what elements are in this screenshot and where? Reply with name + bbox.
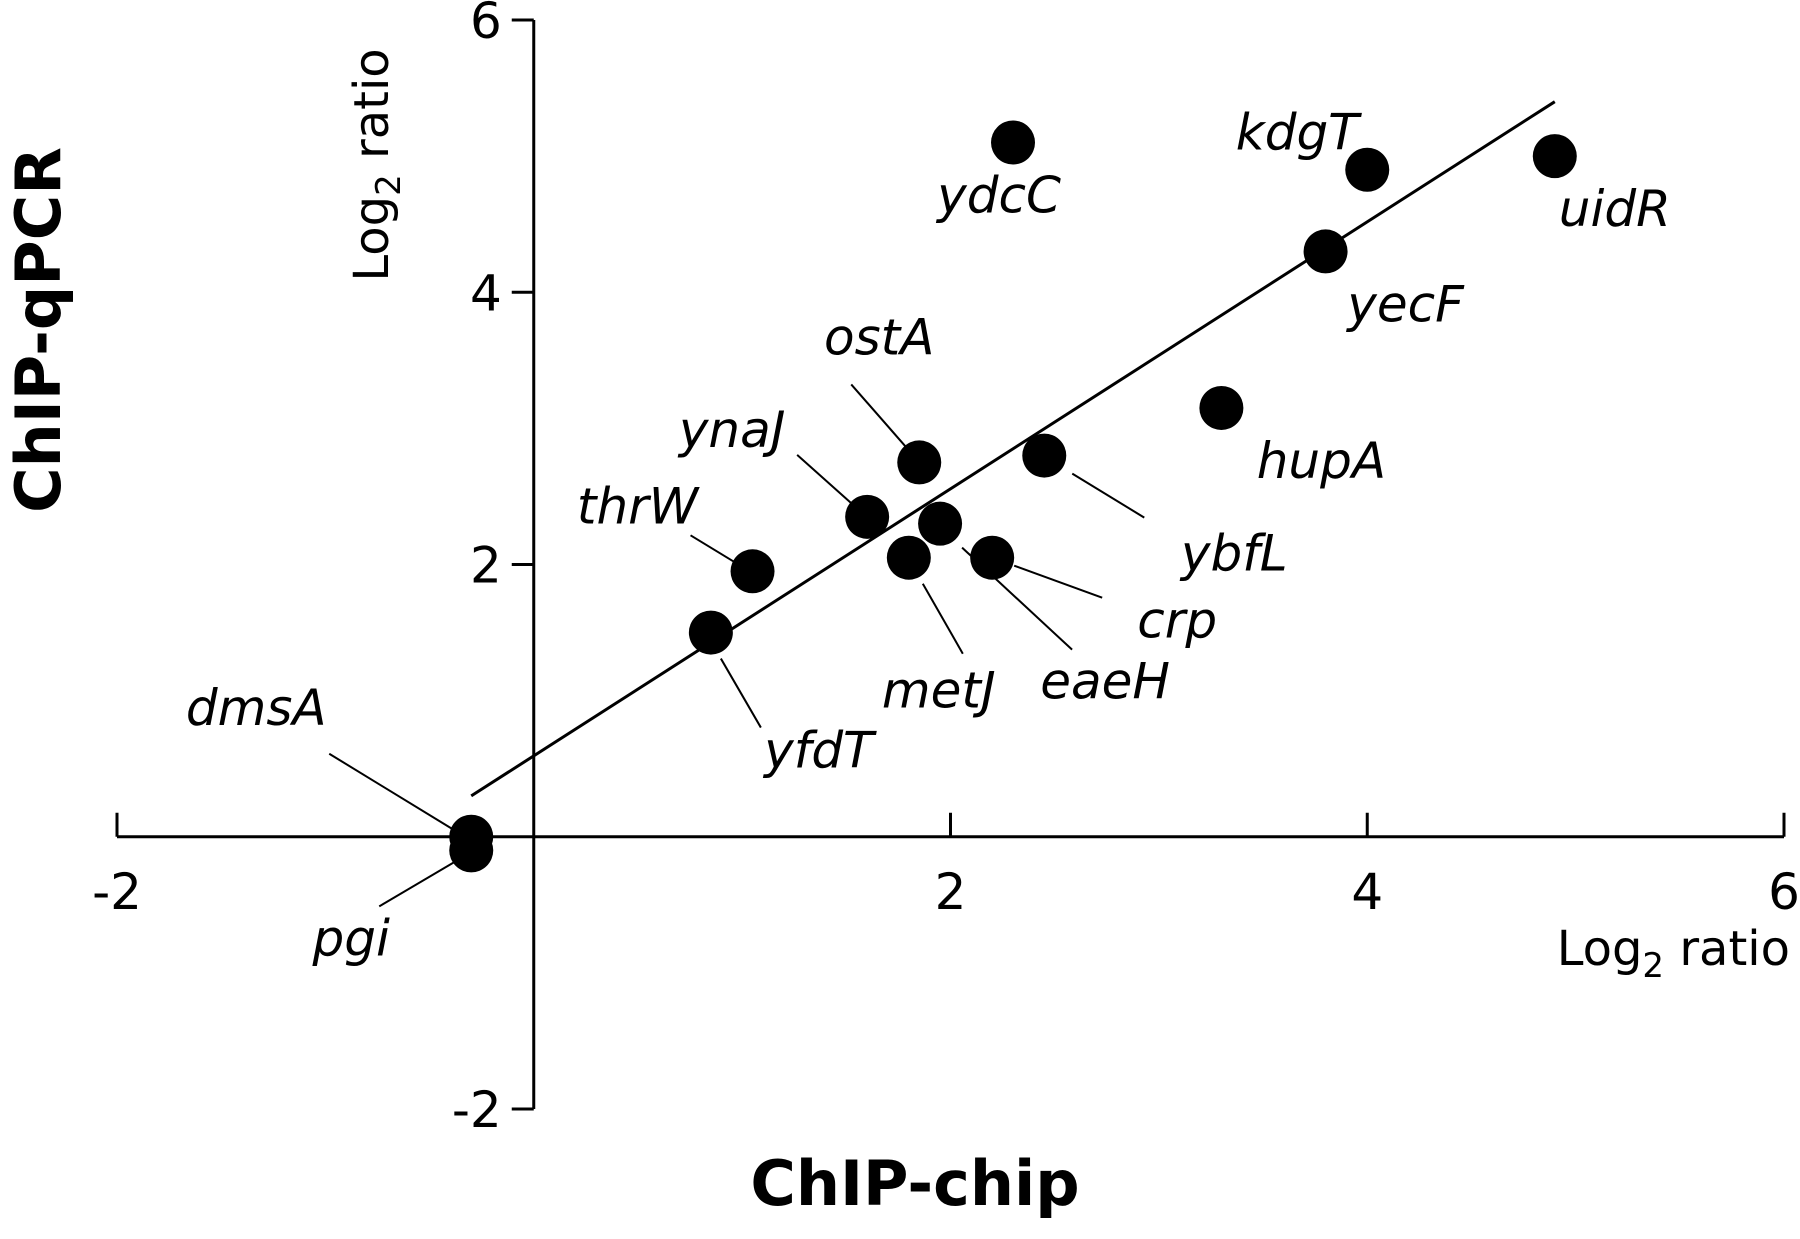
y-tick-label: 2 xyxy=(470,537,502,595)
point-label-hupA: hupA xyxy=(1257,432,1386,490)
data-point-hupA xyxy=(1199,385,1244,430)
leader-line-ostA xyxy=(850,383,908,450)
data-point-thrW xyxy=(730,549,775,594)
data-point-ydcC xyxy=(991,120,1036,165)
leader-line-thrW xyxy=(690,534,738,565)
leader-line-metJ xyxy=(921,583,964,655)
point-label-eaeH: eaeH xyxy=(1040,653,1170,711)
data-point-metJ xyxy=(886,535,931,580)
point-labels: ydcC kdgT uidR yecF ostA hupA ybfL ynaJ thrW crp m… xyxy=(186,104,1671,968)
data-point-yfdT xyxy=(688,610,733,655)
leader-line-ynaJ xyxy=(796,454,854,506)
data-points xyxy=(449,120,1577,873)
leader-line-pgi xyxy=(378,859,458,908)
data-point-ybfL xyxy=(1022,433,1067,478)
leader-line-ybfL xyxy=(1071,472,1145,519)
point-label-dmsA: dmsA xyxy=(186,679,327,737)
point-label-yfdT: yfdT xyxy=(762,722,877,780)
x-axis-unit: Log2 ratio xyxy=(1557,921,1790,986)
axes: -2 2 4 6 -2 2 4 6 xyxy=(92,0,1800,1139)
point-label-crp: crp xyxy=(1137,592,1217,650)
point-label-kdgT: kdgT xyxy=(1236,104,1362,162)
data-point-eaeH xyxy=(918,501,963,546)
x-tick-label: -2 xyxy=(92,863,142,921)
point-label-ydcC: ydcC xyxy=(935,167,1061,225)
x-tick-label: 2 xyxy=(935,863,967,921)
data-point-crp xyxy=(970,535,1015,580)
point-label-metJ: metJ xyxy=(882,662,996,720)
data-point-yecF xyxy=(1303,229,1348,274)
y-axis-unit: Log2 ratio xyxy=(344,48,409,281)
leader-line-yfdT xyxy=(720,658,762,729)
y-tick-label: -2 xyxy=(452,1081,502,1139)
data-point-kdgT xyxy=(1345,147,1390,192)
x-tick-label: 4 xyxy=(1351,863,1383,921)
y-tick-label: 4 xyxy=(470,264,502,322)
leader-line-dmsA xyxy=(328,752,456,832)
x-tick-label: 6 xyxy=(1768,863,1800,921)
point-label-uidR: uidR xyxy=(1559,180,1671,238)
point-label-ybfL: ybfL xyxy=(1179,525,1288,583)
fit-line xyxy=(470,100,1556,798)
data-point-ynaJ xyxy=(845,494,890,539)
point-label-ostA: ostA xyxy=(824,308,934,366)
point-label-pgi: pgi xyxy=(312,909,390,967)
leader-line-crp xyxy=(1013,564,1103,599)
data-point-uidR xyxy=(1532,134,1577,179)
data-point-ostA xyxy=(897,440,942,485)
x-axis-title: ChIP-chip xyxy=(750,1147,1079,1220)
point-label-thrW: thrW xyxy=(577,477,700,535)
fit-line-group xyxy=(470,100,1556,798)
y-tick-label: 6 xyxy=(470,0,502,50)
point-label-ynaJ: ynaJ xyxy=(677,401,786,459)
data-point-pgi xyxy=(449,828,494,873)
point-label-yecF: yecF xyxy=(1345,275,1465,333)
y-axis-title: ChIP-qPCR xyxy=(2,147,75,513)
